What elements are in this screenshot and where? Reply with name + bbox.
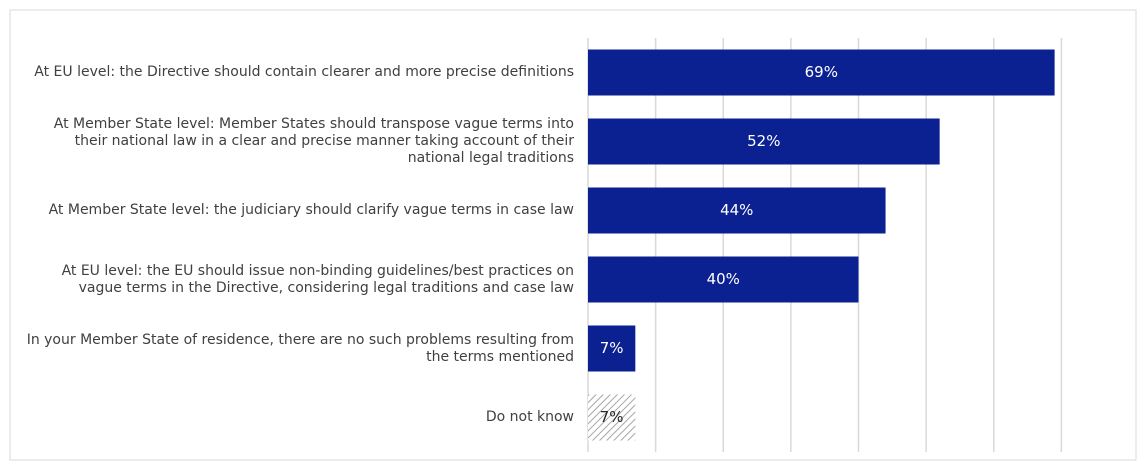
data-label: 40% — [707, 270, 740, 288]
category-label: At Member State level: the judiciary sho… — [48, 202, 574, 218]
bar — [588, 118, 940, 165]
data-label: 52% — [747, 132, 780, 150]
bar — [588, 187, 886, 234]
data-label: 69% — [805, 63, 838, 81]
data-label: 7% — [600, 339, 624, 357]
category-label: In your Member State of residence, there… — [26, 331, 574, 365]
bar — [588, 49, 1055, 96]
bar — [588, 325, 636, 372]
category-label: At Member State level: Member States sho… — [53, 116, 574, 166]
data-label: 44% — [720, 201, 753, 219]
bar — [588, 256, 859, 303]
category-label: At EU level: the EU should issue non-bin… — [61, 262, 574, 296]
bar — [588, 394, 636, 441]
category-label: Do not know — [485, 409, 574, 425]
data-label: 7% — [600, 408, 624, 426]
frame — [9, 9, 1137, 461]
category-label: At EU level: the Directive should contai… — [34, 64, 574, 80]
